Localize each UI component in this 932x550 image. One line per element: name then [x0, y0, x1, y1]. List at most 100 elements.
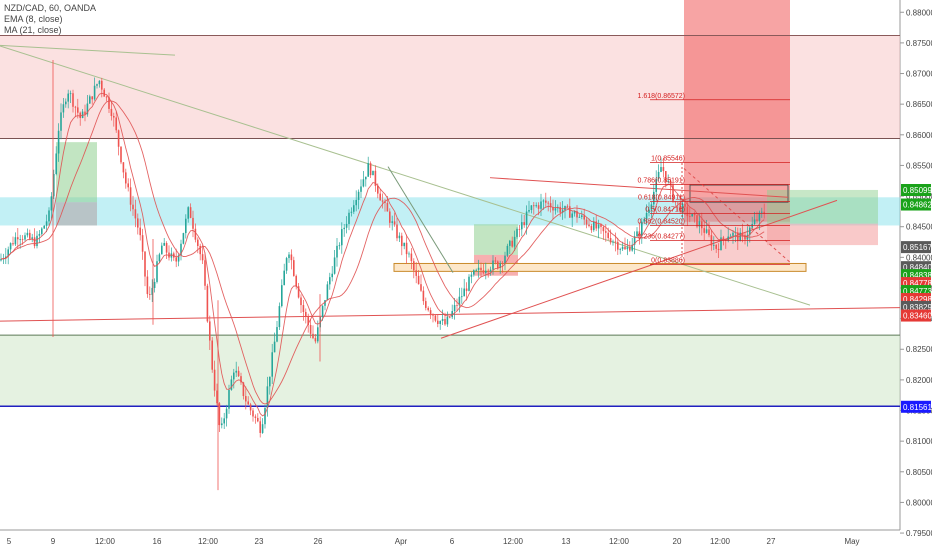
candle-body — [417, 275, 420, 285]
fib-level-label: 0(0.83886) — [651, 257, 685, 264]
candle-body — [295, 275, 297, 287]
candle-body — [182, 233, 185, 244]
candle-body — [105, 96, 108, 98]
candle-body — [60, 112, 62, 131]
ma-legend-item[interactable]: MA (21, close) — [4, 25, 62, 35]
candle-body — [696, 215, 698, 227]
candle-body — [357, 191, 360, 200]
candle-body — [0, 259, 2, 261]
candle-body — [552, 207, 554, 211]
candle-body — [273, 341, 276, 353]
candle-body — [120, 146, 122, 163]
candle-body — [398, 235, 401, 239]
ema-legend-item[interactable]: EMA (8, close) — [4, 14, 63, 24]
candle-body — [425, 301, 427, 308]
candle-body — [729, 235, 732, 237]
candle-body — [317, 327, 319, 342]
candle-body — [401, 235, 403, 247]
candle-body — [559, 206, 561, 213]
candle-body — [566, 205, 569, 207]
time-tick-label: 12:00 — [95, 537, 116, 546]
candle-body — [137, 218, 139, 228]
candle-body — [499, 263, 501, 269]
time-tick-label: 27 — [767, 537, 776, 546]
candle-body — [223, 418, 225, 424]
candle-body — [684, 203, 686, 207]
candle-body — [281, 285, 283, 307]
candle-body — [441, 319, 444, 322]
candle-body — [101, 80, 103, 90]
price-label-text: 0.84773 — [903, 287, 932, 296]
candle-body — [9, 243, 12, 250]
fib-level-label: 1(0.85546) — [651, 156, 685, 163]
candle-body — [165, 243, 168, 253]
candle-body — [578, 216, 581, 218]
candle-body — [240, 376, 242, 383]
candle-body — [24, 235, 26, 240]
candle-body — [211, 340, 213, 370]
candle-body — [741, 232, 744, 235]
fib-level-label: 0.382(0.84520) — [638, 218, 685, 225]
candle-body — [494, 260, 497, 262]
candle-body — [31, 237, 33, 239]
candle-body — [21, 239, 24, 241]
symbol-title: NZD/CAD, 60, OANDA — [4, 3, 97, 13]
candle-body — [585, 219, 588, 225]
candle-body — [86, 103, 89, 115]
price-label-text: 0.83460 — [903, 312, 932, 321]
drawing-overlays — [56, 0, 878, 276]
candle-body — [665, 171, 667, 182]
candle-body — [225, 408, 228, 419]
candle-body — [269, 376, 271, 387]
candle-body — [643, 219, 645, 222]
candle-body — [413, 261, 415, 271]
candle-body — [132, 204, 134, 210]
candle-body — [720, 237, 722, 251]
candle-body — [192, 217, 194, 229]
candle-body — [69, 93, 72, 95]
candle-body — [410, 253, 413, 262]
candle-body — [367, 163, 369, 177]
candle-body — [72, 93, 74, 107]
candle-body — [475, 269, 477, 271]
candle-body — [144, 251, 146, 277]
time-axis: 5 9 12:00 16 12:00 23 26 Apr 6 12:00 13 12:00 20 12:0… — [7, 537, 860, 546]
candle-body — [489, 269, 492, 272]
price-label-text: 0.85167 — [903, 243, 932, 252]
candle-body — [497, 261, 499, 269]
candle-body — [180, 243, 182, 256]
candle-body — [717, 248, 720, 251]
candle-body — [14, 237, 17, 245]
trendlines — [0, 44, 901, 339]
candle-body — [302, 305, 305, 312]
candle-body — [369, 163, 372, 176]
candle-body — [67, 93, 69, 102]
candle-body — [355, 199, 357, 206]
candle-body — [621, 246, 624, 250]
candle-body — [45, 221, 48, 226]
candle-body — [204, 260, 206, 286]
trendline — [440, 199, 838, 339]
price-label-text: 0.84838 — [903, 271, 932, 280]
candle-body — [408, 253, 410, 255]
price-label-text: 0.84778 — [903, 279, 932, 288]
time-tick-label: 9 — [51, 537, 56, 546]
candle-body — [372, 170, 374, 176]
candle-body — [158, 254, 161, 262]
candle-body — [763, 211, 765, 214]
candle-body — [705, 229, 708, 233]
candle-body — [33, 237, 36, 247]
top-trendline — [0, 44, 176, 56]
pullback-line — [387, 166, 454, 273]
candle-body — [374, 170, 377, 186]
candle-body — [187, 207, 189, 219]
time-tick-label: 5 — [7, 537, 12, 546]
candle-body — [201, 254, 204, 261]
candle-body — [612, 241, 614, 243]
candle-body — [199, 245, 201, 255]
candle-body — [29, 232, 31, 239]
